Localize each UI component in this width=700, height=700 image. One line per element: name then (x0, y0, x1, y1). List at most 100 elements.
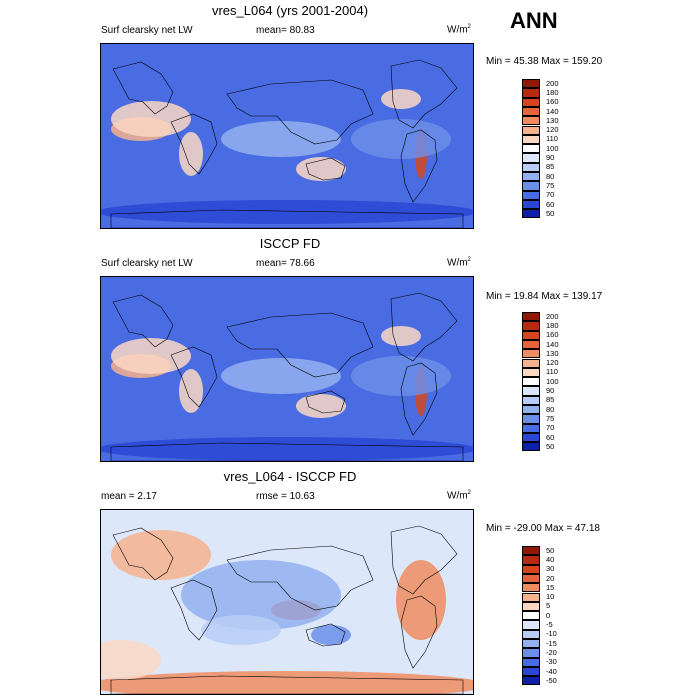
colorbar-box (522, 657, 540, 667)
panel-3-map (100, 509, 474, 695)
field-region (101, 437, 473, 461)
colorbar-tick-label: 50 (546, 441, 555, 451)
panel-3-field (101, 510, 473, 694)
colorbar-box (522, 629, 540, 639)
colorbar-box (522, 564, 540, 574)
colorbar-box (522, 190, 540, 200)
field-region (296, 157, 346, 181)
coastline (110, 675, 464, 694)
coastline (110, 209, 464, 228)
colorbar-box (522, 312, 540, 322)
panel-1-mean: mean= 80.83 (256, 25, 315, 36)
field-region (221, 121, 341, 157)
coastline (400, 129, 438, 203)
panel-3-minmax: Min = -29.00 Max = 47.18 (486, 523, 600, 534)
field-region (381, 326, 421, 346)
colorbar-box (522, 555, 540, 565)
colorbar-tick-label: 70 (546, 423, 555, 433)
panel-1-colorbar (522, 79, 540, 219)
colorbar-box (522, 546, 540, 556)
field-region (111, 338, 191, 374)
field-region (111, 530, 211, 580)
panel-1-units: W/m2 (447, 24, 471, 36)
colorbar-tick-label: 50 (546, 208, 555, 218)
colorbar-box (522, 125, 540, 135)
coastline (390, 59, 458, 129)
colorbar-box (522, 181, 540, 191)
field-region (381, 89, 421, 109)
colorbar-box (522, 339, 540, 350)
coastline (305, 390, 346, 414)
coastline (400, 595, 438, 669)
field-region (201, 615, 281, 645)
colorbar-tick-label: 110 (546, 134, 558, 144)
colorbar-box (522, 162, 540, 172)
colorbar-box (522, 648, 540, 658)
colorbar-box (522, 611, 540, 621)
coastline (226, 79, 374, 145)
colorbar-tick-label: 120 (546, 125, 559, 135)
colorbar-tick-label: -50 (546, 675, 557, 685)
colorbar-box (522, 144, 540, 154)
panel-2-field (101, 277, 473, 461)
coastline (112, 61, 174, 115)
colorbar-box (522, 423, 540, 433)
colorbar-tick-label: 60 (546, 432, 555, 442)
colorbar-box (522, 172, 540, 182)
colorbar-box (522, 79, 540, 89)
colorbar-tick-label: 70 (546, 190, 555, 200)
colorbar-box (522, 620, 540, 630)
colorbar-box (522, 395, 540, 405)
coastline (390, 292, 458, 362)
panel-1-left-label: Surf clearsky net LW (101, 25, 193, 36)
panel-1-field (101, 44, 473, 228)
colorbar-tick-label: 75 (546, 413, 555, 423)
panel-1-title: vres_L064 (yrs 2001-2004) (211, 3, 369, 18)
colorbar-tick-label: 60 (546, 199, 555, 209)
panel-3-colorbar (522, 546, 540, 686)
field-region (101, 281, 473, 301)
colorbar-box (522, 199, 540, 210)
colorbar-box (522, 209, 540, 219)
colorbar-box (522, 676, 540, 686)
colorbar-tick-label: 180 (546, 320, 559, 330)
colorbar-box (522, 330, 540, 340)
colorbar-box (522, 583, 540, 593)
colorbar-box (522, 666, 540, 677)
coastline (112, 527, 174, 581)
field-region (311, 625, 351, 645)
panel-2-mean: mean= 78.66 (256, 258, 315, 269)
coastline (305, 157, 346, 181)
colorbar-box (522, 639, 540, 649)
coastline (170, 579, 218, 641)
colorbar-tick-label: -30 (546, 657, 557, 667)
colorbar-box (522, 153, 540, 163)
colorbar-tick-label: 110 (546, 367, 558, 377)
colorbar-tick-label: 160 (546, 97, 559, 107)
colorbar-tick-label: 140 (546, 106, 559, 116)
colorbar-tick-label: 90 (546, 153, 555, 163)
field-region (396, 560, 446, 640)
colorbar-box (522, 414, 540, 424)
colorbar-tick-label: 80 (546, 404, 555, 414)
coastline (226, 545, 374, 611)
panel-2-minmax: Min = 19.84 Max = 139.17 (486, 291, 603, 302)
panel-3-units: W/m2 (447, 490, 471, 502)
season-label: ANN (510, 8, 558, 33)
panel-2-map (100, 276, 474, 462)
panel-2-title: ISCCP FD (259, 236, 321, 251)
field-region (179, 132, 203, 176)
colorbar-tick-label: -5 (546, 620, 553, 630)
colorbar-box (522, 321, 540, 331)
coastline (170, 346, 218, 408)
field-region (111, 101, 191, 137)
colorbar-tick-label: 100 (546, 376, 559, 386)
colorbar-box (522, 358, 540, 368)
colorbar-box (522, 367, 540, 378)
coastline (170, 113, 218, 175)
colorbar-box (522, 349, 540, 359)
field-region (351, 119, 451, 159)
colorbar-tick-label: 120 (546, 358, 559, 368)
field-region (101, 671, 473, 694)
colorbar-tick-label: 75 (546, 180, 555, 190)
